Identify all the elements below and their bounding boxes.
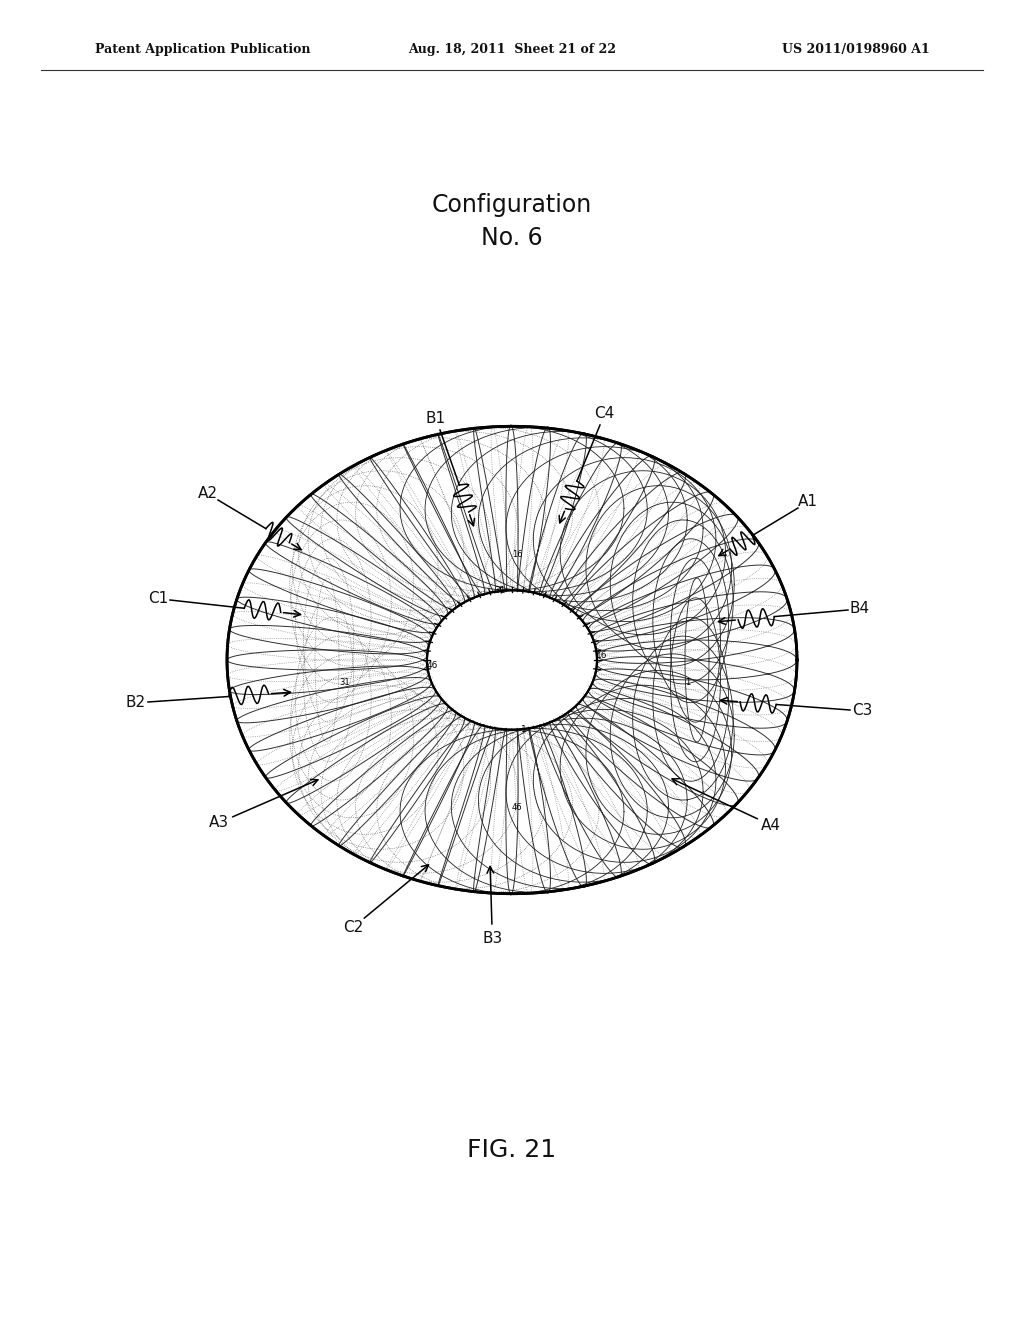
Text: C2: C2 (343, 920, 362, 935)
Text: 31: 31 (340, 678, 350, 686)
Text: US 2011/0198960 A1: US 2011/0198960 A1 (782, 44, 930, 57)
Text: C4: C4 (595, 407, 614, 421)
Text: 1: 1 (685, 678, 691, 686)
Text: A2: A2 (198, 486, 218, 502)
Text: 16: 16 (512, 550, 522, 558)
Text: 16: 16 (596, 651, 608, 660)
Text: Aug. 18, 2011  Sheet 21 of 22: Aug. 18, 2011 Sheet 21 of 22 (408, 44, 616, 57)
Text: Patent Application Publication: Patent Application Publication (95, 44, 310, 57)
Text: A1: A1 (799, 494, 818, 510)
Text: FIG. 21: FIG. 21 (467, 1138, 557, 1162)
Text: Configuration: Configuration (432, 193, 592, 216)
Text: C3: C3 (852, 704, 872, 718)
Text: 1: 1 (521, 725, 527, 734)
Text: C1: C1 (147, 591, 168, 606)
Text: B1: B1 (426, 411, 446, 426)
Text: No. 6: No. 6 (481, 226, 543, 249)
Text: 46: 46 (426, 660, 437, 669)
Text: B4: B4 (850, 602, 870, 616)
Text: A4: A4 (761, 817, 781, 833)
Text: 46: 46 (512, 804, 522, 812)
Text: 31: 31 (495, 586, 506, 595)
Text: A3: A3 (209, 816, 229, 830)
Text: B2: B2 (126, 696, 146, 710)
Text: B3: B3 (482, 932, 503, 946)
